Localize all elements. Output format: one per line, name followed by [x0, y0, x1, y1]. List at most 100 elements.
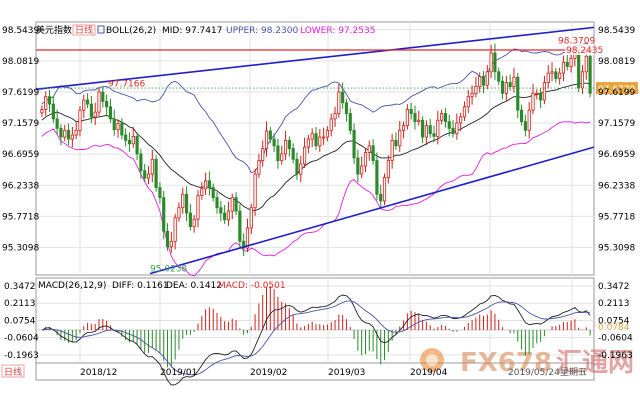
candle-body-95: [401, 125, 406, 131]
candle-body-68: [299, 163, 303, 175]
candle-body-42: [200, 188, 204, 197]
symbol-title: 美元指数: [36, 24, 72, 36]
candle-body-84: [360, 165, 364, 175]
date-label-2018-12: 2018/12: [80, 368, 117, 378]
candle-body-14: [93, 111, 97, 118]
y-tick-left-2: 97.6199: [2, 88, 39, 98]
last-price-label: 97.6779: [598, 85, 635, 95]
period-tag: 日线: [75, 24, 93, 36]
boll-indicator: BOLL(26,2): [106, 26, 156, 36]
y-tick-right-2: 97.6199: [598, 88, 635, 98]
candle-body-118: [489, 52, 493, 73]
candle-body-74: [322, 136, 326, 139]
candle-body-65: [287, 140, 291, 149]
macd-y-tick-left-3: -0.0604: [4, 334, 39, 344]
candle-body-115: [478, 76, 482, 87]
candle-body-66: [291, 148, 295, 160]
candle-body-28: [146, 173, 151, 179]
candle-body-21: [120, 123, 124, 136]
candle-body-13: [89, 103, 93, 118]
date-label-2019-01: 2019/01: [160, 368, 197, 378]
footer-period-tag: 日线: [4, 366, 22, 378]
candle-body-39: [188, 212, 192, 227]
candle-body-81: [348, 113, 352, 131]
macd-diff: DIFF: 0.1161: [112, 281, 169, 291]
candle-body-23: [127, 140, 132, 145]
macd-grid-lines: [36, 278, 594, 363]
candle-body-7: [66, 129, 71, 140]
candle-body-16: [101, 91, 105, 102]
candle-body-19: [112, 118, 116, 131]
candle-body-106: [443, 113, 448, 122]
candle-body-124: [512, 76, 516, 87]
candle-body-77: [333, 113, 337, 120]
chart-header: 美元指数 日线 BOLL(26,2) MID: 97.7417 UPPER: 9…: [36, 24, 375, 36]
macd-y-tick-left-1: 0.2113: [4, 299, 36, 309]
candle-body-103: [432, 133, 436, 137]
candle-body-54: [245, 227, 250, 249]
candle-body-76: [329, 118, 333, 131]
candle-body-60: [268, 130, 272, 140]
candle-body-30: [154, 158, 158, 188]
candle-body-5: [59, 127, 63, 138]
date-label-2019-02: 2019/02: [250, 368, 287, 378]
date-axis-frame: [35, 362, 595, 381]
macd-y-tick-left-4: -0.1963: [4, 351, 39, 361]
candle-body-108: [451, 127, 455, 135]
candle-body-37: [181, 193, 185, 209]
lower-trend-line: [149, 146, 595, 275]
candle-body-92: [390, 140, 394, 162]
candle-body-97: [409, 109, 413, 114]
candle-body-24: [131, 135, 135, 145]
candle-body-83: [356, 157, 360, 175]
candle-body-125: [516, 76, 520, 111]
macd-y-tick-right-4: -0.1963: [598, 351, 633, 361]
boll-mid: MID: 97.7417: [162, 26, 222, 36]
boll-upper-line: [41, 42, 591, 174]
y-tick-right-6: 95.7718: [598, 212, 635, 222]
candle-body-127: [523, 121, 527, 131]
macd-last-value-bg: [596, 322, 636, 333]
candle-body-80: [344, 102, 349, 114]
candle-body-107: [447, 121, 451, 129]
candle-body-88: [375, 160, 379, 195]
weekday-label: 星期五: [560, 367, 587, 378]
watermark: FX678 汇通网: [420, 348, 634, 378]
candle-body-26: [139, 153, 143, 172]
candle-body-11: [82, 99, 86, 111]
macd-value: MACD: -0.0501: [218, 281, 286, 291]
candle-body-2: [47, 96, 52, 105]
candle-body-93: [394, 140, 398, 147]
candle-body-128: [527, 109, 531, 131]
candle-body-73: [318, 136, 322, 147]
candle-body-12: [86, 99, 90, 105]
macd-y-tick-left-2: 0.0754: [4, 316, 36, 326]
boll-lower-line: [41, 121, 591, 277]
candle-body-120: [497, 71, 501, 82]
candle-body-62: [276, 145, 280, 162]
candle-body-78: [337, 91, 341, 114]
candle-body-129: [531, 92, 535, 111]
candle-body-36: [177, 207, 181, 219]
candle-body-8: [70, 134, 74, 140]
candle-body-34: [169, 240, 173, 248]
watermark-cn: 汇通网: [556, 348, 634, 378]
candle-body-138: [565, 61, 569, 67]
candle-body-82: [352, 129, 356, 159]
candle-body-99: [417, 119, 421, 122]
candle-body-121: [500, 80, 505, 94]
candle-body-58: [261, 148, 265, 162]
brand-logo-icon: [420, 348, 444, 372]
candle-body-15: [97, 91, 101, 113]
macd-title: MACD(26,12,9): [38, 281, 106, 291]
candle-body-89: [379, 193, 383, 202]
candle-body-70: [306, 138, 310, 148]
macd-last-value: 0.0784: [598, 323, 630, 333]
candle-body-57: [257, 160, 261, 175]
candle-body-135: [554, 71, 558, 79]
candle-body-41: [196, 195, 200, 220]
candle-body-86: [367, 145, 371, 153]
candle-body-67: [295, 158, 299, 175]
